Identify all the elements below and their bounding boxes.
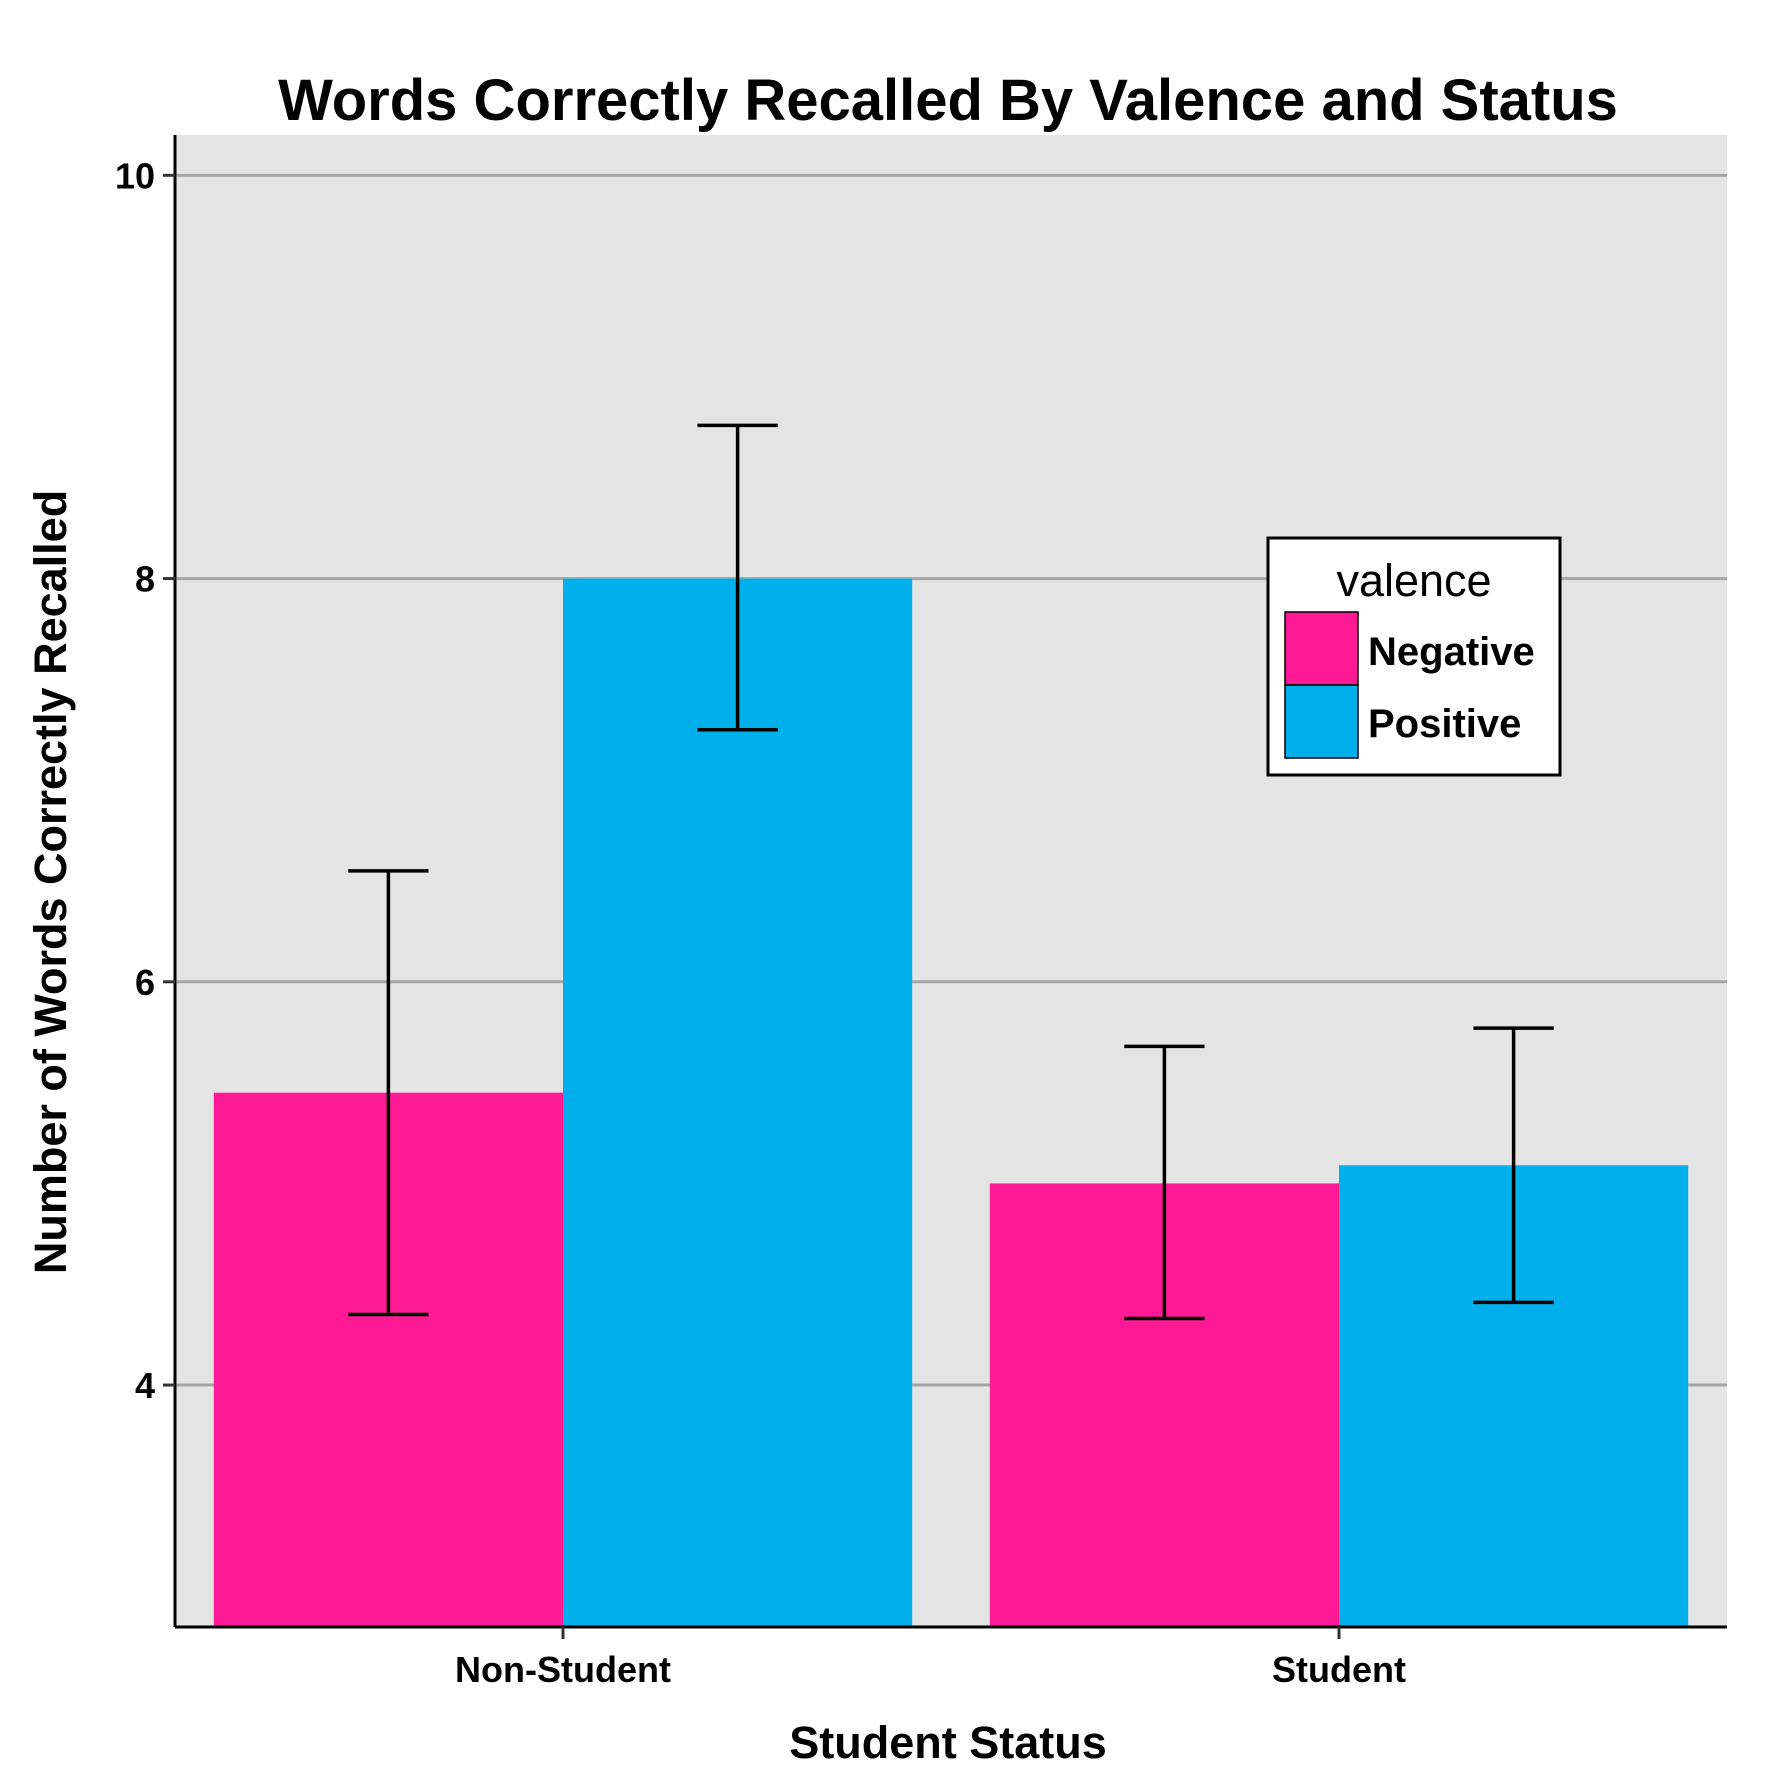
y-tick-label: 6	[135, 962, 155, 1003]
x-tick-label: Student	[1272, 1649, 1406, 1690]
axes	[173, 135, 1727, 1629]
chart-title: Words Correctly Recalled By Valence and …	[278, 68, 1618, 133]
x-axis-title: Student Status	[789, 1717, 1107, 1768]
error-bars	[348, 423, 1554, 1321]
bar-positive-non-student	[563, 578, 913, 1627]
error-bar	[697, 423, 778, 732]
y-tick-label: 10	[115, 155, 155, 196]
y-ticks: 4 6 8 10	[115, 155, 175, 1406]
y-axis-title: Number of Words Correctly Recalled	[25, 490, 76, 1274]
error-bar	[1124, 1044, 1205, 1321]
y-tick-label: 8	[135, 559, 155, 600]
error-bar	[1473, 1026, 1554, 1305]
legend-title: valence	[1336, 555, 1491, 606]
legend-label-positive: Positive	[1368, 702, 1521, 746]
legend-label-negative: Negative	[1368, 630, 1535, 674]
x-ticks: Non-Student Student	[455, 1627, 1406, 1690]
legend-swatch-negative	[1284, 611, 1359, 686]
error-bar	[348, 869, 429, 1317]
y-tick-label: 4	[135, 1365, 155, 1406]
legend-swatch-positive	[1284, 684, 1359, 759]
x-tick-label: Non-Student	[455, 1649, 671, 1690]
legend: valence Negative Positive	[1266, 536, 1562, 777]
